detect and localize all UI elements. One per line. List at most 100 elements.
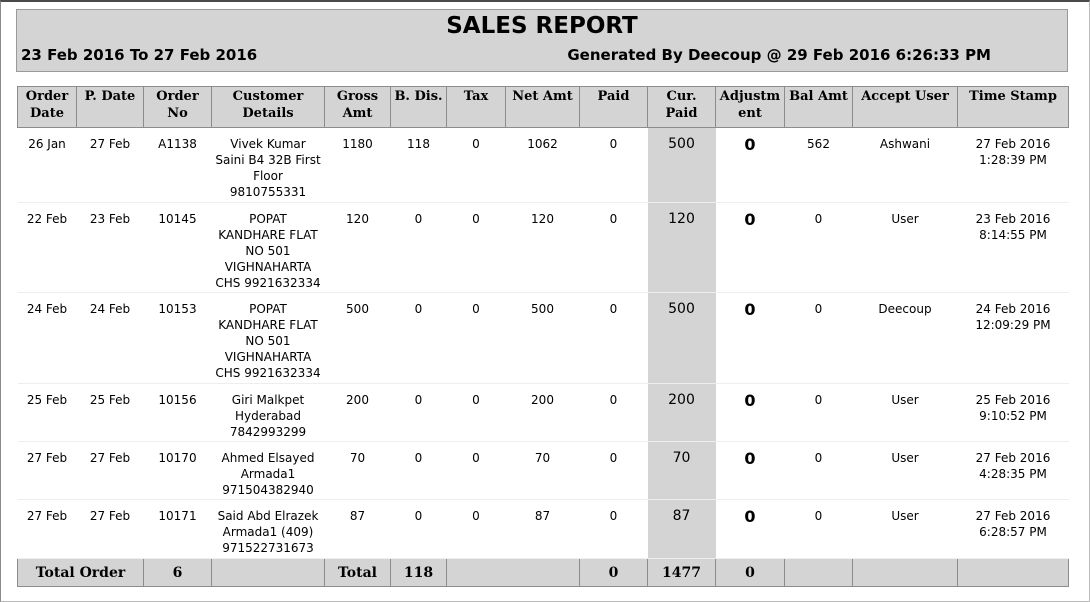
header-b-dis: B. Dis. <box>390 86 447 128</box>
total-paid: 0 <box>579 558 648 587</box>
cell-cur-paid: 87 <box>647 499 716 559</box>
report-title: SALES REPORT <box>446 13 638 39</box>
cell-adjustment: 0 <box>715 441 785 500</box>
cell-timestamp: 27 Feb 2016 4:28:35 PM <box>957 441 1069 500</box>
total-empty-tax-net <box>446 558 580 587</box>
cell-net: 87 <box>505 499 580 559</box>
cell-net: 200 <box>505 383 580 442</box>
cell-tax: 0 <box>446 202 506 293</box>
header-customer-details: Customer Details <box>211 86 325 128</box>
cell-p-date: 25 Feb <box>76 383 144 442</box>
cell-paid: 0 <box>579 441 648 500</box>
cell-tax: 0 <box>446 441 506 500</box>
header-adjustment: Adjustm ent <box>715 86 785 128</box>
cell-net: 500 <box>505 292 580 384</box>
header-net-amt: Net Amt <box>505 86 580 128</box>
cell-order-no: A1138 <box>143 127 212 203</box>
total-empty-timestamp <box>957 558 1069 587</box>
header-time-stamp: Time Stamp <box>957 86 1069 128</box>
header-bal-amt: Bal Amt <box>784 86 853 128</box>
header-accept-user: Accept User <box>852 86 958 128</box>
cell-customer: POPAT KANDHARE FLAT NO 501 VIGHNAHARTA CHS 9… <box>211 292 325 384</box>
cell-tax: 0 <box>446 499 506 559</box>
cell-customer: POPAT KANDHARE FLAT NO 501 VIGHNAHARTA CHS 9… <box>211 202 325 293</box>
table-row: 22 Feb 23 Feb 10145 POPAT KANDHARE FLAT NO… <box>17 202 1069 293</box>
cell-balance: 562 <box>784 127 853 203</box>
cell-adjustment: 0 <box>715 499 785 559</box>
table-header-row: Order Date P. Date Order No Customer Detail… <box>17 86 1069 128</box>
totals-row: Total Order 6 Total 118 0 1477 0 <box>17 558 1069 587</box>
header-paid: Paid <box>579 86 648 128</box>
cell-p-date: 24 Feb <box>76 292 144 384</box>
cell-order-date: 27 Feb <box>17 499 77 559</box>
cell-cur-paid: 200 <box>647 383 716 442</box>
total-cur-paid: 1477 <box>647 558 716 587</box>
cell-balance: 0 <box>784 499 853 559</box>
cell-customer: Giri Malkpet Hyderabad 7842993299 <box>211 383 325 442</box>
cell-tax: 0 <box>446 292 506 384</box>
cell-p-date: 27 Feb <box>76 441 144 500</box>
cell-net: 1062 <box>505 127 580 203</box>
cell-paid: 0 <box>579 292 648 384</box>
cell-tax: 0 <box>446 383 506 442</box>
cell-gross: 87 <box>324 499 391 559</box>
cell-customer: Said Abd Elrazek Armada1 (409) 97152273167… <box>211 499 325 559</box>
total-adjustment: 0 <box>715 558 785 587</box>
cell-user: User <box>852 499 958 559</box>
total-order-count: 6 <box>143 558 212 587</box>
cell-discount: 0 <box>390 499 447 559</box>
cell-order-no: 10156 <box>143 383 212 442</box>
cell-balance: 0 <box>784 202 853 293</box>
cell-balance: 0 <box>784 441 853 500</box>
cell-order-no: 10170 <box>143 441 212 500</box>
cell-adjustment: 0 <box>715 383 785 442</box>
total-order-label: Total Order <box>17 558 144 587</box>
total-discount: 118 <box>390 558 447 587</box>
cell-cur-paid: 120 <box>647 202 716 293</box>
cell-order-date: 24 Feb <box>17 292 77 384</box>
total-empty-user <box>852 558 958 587</box>
cell-discount: 0 <box>390 441 447 500</box>
date-range: 23 Feb 2016 To 27 Feb 2016 <box>21 46 258 64</box>
table-row: 25 Feb 25 Feb 10156 Giri Malkpet Hyderaba… <box>17 383 1069 442</box>
cell-user: Deecoup <box>852 292 958 384</box>
cell-customer: Vivek Kumar Saini B4 32B First Floor 981075… <box>211 127 325 203</box>
cell-net: 70 <box>505 441 580 500</box>
cell-gross: 70 <box>324 441 391 500</box>
table-row: 27 Feb 27 Feb 10171 Said Abd Elrazek Arma… <box>17 499 1069 559</box>
cell-balance: 0 <box>784 383 853 442</box>
total-empty-customer <box>211 558 325 587</box>
cell-order-no: 10145 <box>143 202 212 293</box>
cell-net: 120 <box>505 202 580 293</box>
cell-user: User <box>852 202 958 293</box>
total-label: Total <box>324 558 391 587</box>
cell-timestamp: 23 Feb 2016 8:14:55 PM <box>957 202 1069 293</box>
cell-discount: 0 <box>390 383 447 442</box>
cell-adjustment: 0 <box>715 292 785 384</box>
generated-info: Generated By Deecoup @ 29 Feb 2016 6:26:… <box>567 46 991 64</box>
cell-order-no: 10171 <box>143 499 212 559</box>
cell-cur-paid: 70 <box>647 441 716 500</box>
cell-order-date: 27 Feb <box>17 441 77 500</box>
table-row: 26 Jan 27 Feb A1138 Vivek Kumar Saini B4 … <box>17 127 1069 203</box>
cell-order-no: 10153 <box>143 292 212 384</box>
cell-adjustment: 0 <box>715 202 785 293</box>
table-row: 27 Feb 27 Feb 10170 Ahmed Elsayed Armada1… <box>17 441 1069 500</box>
report-header: SALES REPORT 23 Feb 2016 To 27 Feb 2016 … <box>16 9 1068 72</box>
cell-gross: 120 <box>324 202 391 293</box>
cell-timestamp: 24 Feb 2016 12:09:29 PM <box>957 292 1069 384</box>
header-tax: Tax <box>446 86 506 128</box>
cell-order-date: 26 Jan <box>17 127 77 203</box>
cell-gross: 1180 <box>324 127 391 203</box>
cell-timestamp: 27 Feb 2016 1:28:39 PM <box>957 127 1069 203</box>
cell-discount: 0 <box>390 202 447 293</box>
cell-customer: Ahmed Elsayed Armada1 971504382940 <box>211 441 325 500</box>
cell-p-date: 27 Feb <box>76 127 144 203</box>
cell-gross: 200 <box>324 383 391 442</box>
cell-paid: 0 <box>579 202 648 293</box>
cell-order-date: 22 Feb <box>17 202 77 293</box>
total-empty-balance <box>784 558 853 587</box>
cell-p-date: 27 Feb <box>76 499 144 559</box>
header-p-date: P. Date <box>76 86 144 128</box>
table-row: 24 Feb 24 Feb 10153 POPAT KANDHARE FLAT NO… <box>17 292 1069 384</box>
